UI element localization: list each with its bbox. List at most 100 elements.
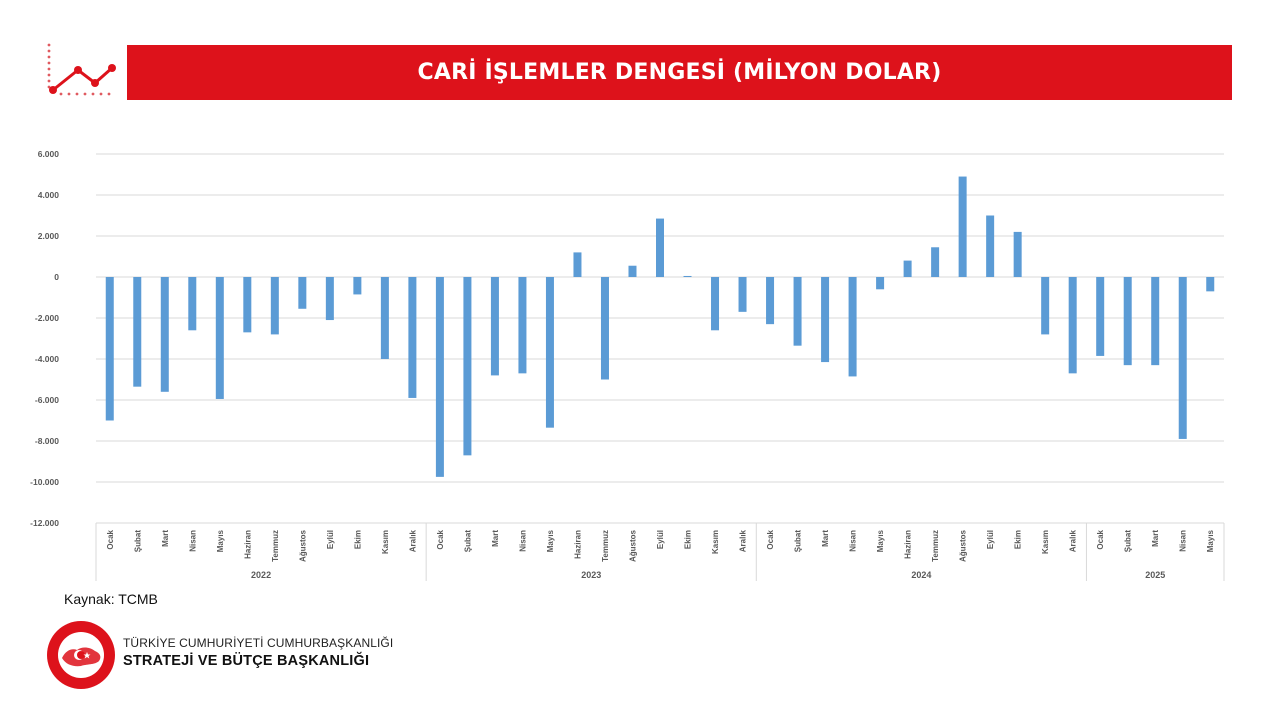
- x-tick-label: Nisan: [1179, 530, 1188, 552]
- bar: [1096, 277, 1105, 356]
- title-bar: CARİ İŞLEMLER DENGESİ (MİLYON DOLAR): [127, 45, 1232, 100]
- x-tick-label: Ocak: [436, 529, 445, 549]
- bar: [711, 277, 720, 331]
- x-tick-label: Mayıs: [546, 529, 555, 552]
- y-tick-label: -12.000: [30, 518, 59, 528]
- bar: [243, 277, 252, 333]
- x-tick-label: Şubat: [463, 530, 472, 553]
- x-tick-label: Ekim: [684, 530, 693, 549]
- x-tick-label: Şubat: [133, 530, 142, 553]
- bar: [1123, 277, 1132, 366]
- bar: [793, 277, 802, 346]
- bar: [573, 252, 582, 277]
- x-tick-label: Nisan: [849, 530, 858, 552]
- x-tick-label: Temmuz: [271, 530, 280, 562]
- x-tick-label: Kasım: [711, 530, 720, 554]
- group-label: 2022: [251, 570, 271, 580]
- bar: [656, 218, 664, 277]
- bar: [105, 277, 114, 421]
- bar: [600, 277, 609, 380]
- x-tick-label: Aralık: [739, 529, 748, 552]
- x-tick-label: Mart: [161, 530, 170, 547]
- bar-chart: 6.000 4.000 2.000 0 -2.000 -4.000 -6.000 -8.000…: [30, 149, 1225, 581]
- y-tick-label: 0: [54, 272, 59, 282]
- x-tick-label: Nisan: [518, 530, 527, 552]
- x-tick-label: Aralık: [408, 529, 417, 552]
- bar: [490, 277, 499, 376]
- bar: [628, 265, 637, 277]
- bar: [931, 247, 940, 277]
- x-tick-label: Eylül: [656, 530, 665, 549]
- group-label: 2023: [581, 570, 601, 580]
- x-tick-label: Nisan: [188, 530, 197, 552]
- page-title: CARİ İŞLEMLER DENGESİ (MİLYON DOLAR): [417, 60, 942, 85]
- x-tick-label: Mayıs: [216, 529, 225, 552]
- bar: [738, 277, 747, 312]
- x-tick-label: Ekim: [353, 530, 362, 549]
- bar: [408, 277, 417, 398]
- x-tick-label: Kasım: [381, 530, 390, 554]
- x-tick-label: Ocak: [1096, 529, 1105, 549]
- x-tick-label: Kasım: [1041, 530, 1050, 554]
- x-tick-label: Temmuz: [601, 530, 610, 562]
- x-tick-label: Ocak: [106, 529, 115, 549]
- institution-seal-logo: [47, 621, 115, 689]
- bar: [215, 277, 224, 399]
- bar: [1178, 277, 1187, 439]
- bar: [766, 277, 775, 325]
- bar: [463, 277, 472, 456]
- bar: [1068, 277, 1077, 374]
- bar: [188, 277, 197, 331]
- group-label: 2025: [1145, 570, 1165, 580]
- x-tick-label: Haziran: [243, 530, 252, 559]
- bar: [958, 176, 967, 277]
- x-tick-label: Şubat: [794, 530, 803, 553]
- bar: [435, 277, 444, 477]
- organization-name: TÜRKİYE CUMHURİYETİ CUMHURBAŞKANLIĞI STR…: [123, 636, 393, 669]
- x-tick-label: Haziran: [904, 530, 913, 559]
- x-tick-label: Mayıs: [876, 529, 885, 552]
- bar: [160, 277, 169, 392]
- y-tick-label: -6.000: [35, 395, 59, 405]
- x-tick-label: Temmuz: [931, 530, 940, 562]
- y-tick-label: -10.000: [30, 477, 59, 487]
- x-tick-label: Ocak: [766, 529, 775, 549]
- bar: [133, 277, 142, 387]
- bar: [683, 275, 692, 277]
- x-tick-label: Haziran: [573, 530, 582, 559]
- y-tick-label: -2.000: [35, 313, 59, 323]
- x-tick-label: Ağustos: [298, 529, 307, 562]
- bar: [325, 277, 334, 321]
- x-tick-label: Mart: [821, 530, 830, 547]
- x-tick-label: Mayıs: [1206, 529, 1215, 552]
- bar: [876, 277, 885, 290]
- x-tick-label: Mart: [491, 530, 500, 547]
- bar: [298, 277, 307, 309]
- group-label: 2024: [911, 570, 931, 580]
- bar: [380, 277, 389, 359]
- y-tick-label: 4.000: [38, 190, 60, 200]
- bar: [353, 277, 362, 295]
- x-tick-label: Eylül: [986, 530, 995, 549]
- bar: [1151, 277, 1160, 366]
- bar: [821, 277, 830, 363]
- x-tick-label: Ağustos: [628, 529, 637, 562]
- bar: [545, 277, 554, 428]
- source-label: Kaynak: TCMB: [64, 591, 158, 607]
- bar: [848, 277, 857, 377]
- trend-line-icon: [47, 43, 116, 96]
- org-name-line2: STRATEJİ VE BÜTÇE BAŞKANLIĞI: [123, 653, 370, 669]
- x-tick-label: Şubat: [1124, 530, 1133, 553]
- y-tick-label: -8.000: [35, 436, 59, 446]
- bar: [903, 260, 912, 277]
- x-tick-label: Aralık: [1069, 529, 1078, 552]
- x-tick-label: Eylül: [326, 530, 335, 549]
- bar: [1206, 277, 1215, 292]
- x-tick-label: Mart: [1151, 530, 1160, 547]
- y-tick-label: 6.000: [38, 149, 60, 159]
- org-name-line1: TÜRKİYE CUMHURİYETİ CUMHURBAŞKANLIĞI: [123, 636, 394, 650]
- y-tick-label: -4.000: [35, 354, 59, 364]
- bar: [986, 215, 995, 277]
- bar: [1013, 231, 1022, 277]
- bar: [270, 277, 279, 335]
